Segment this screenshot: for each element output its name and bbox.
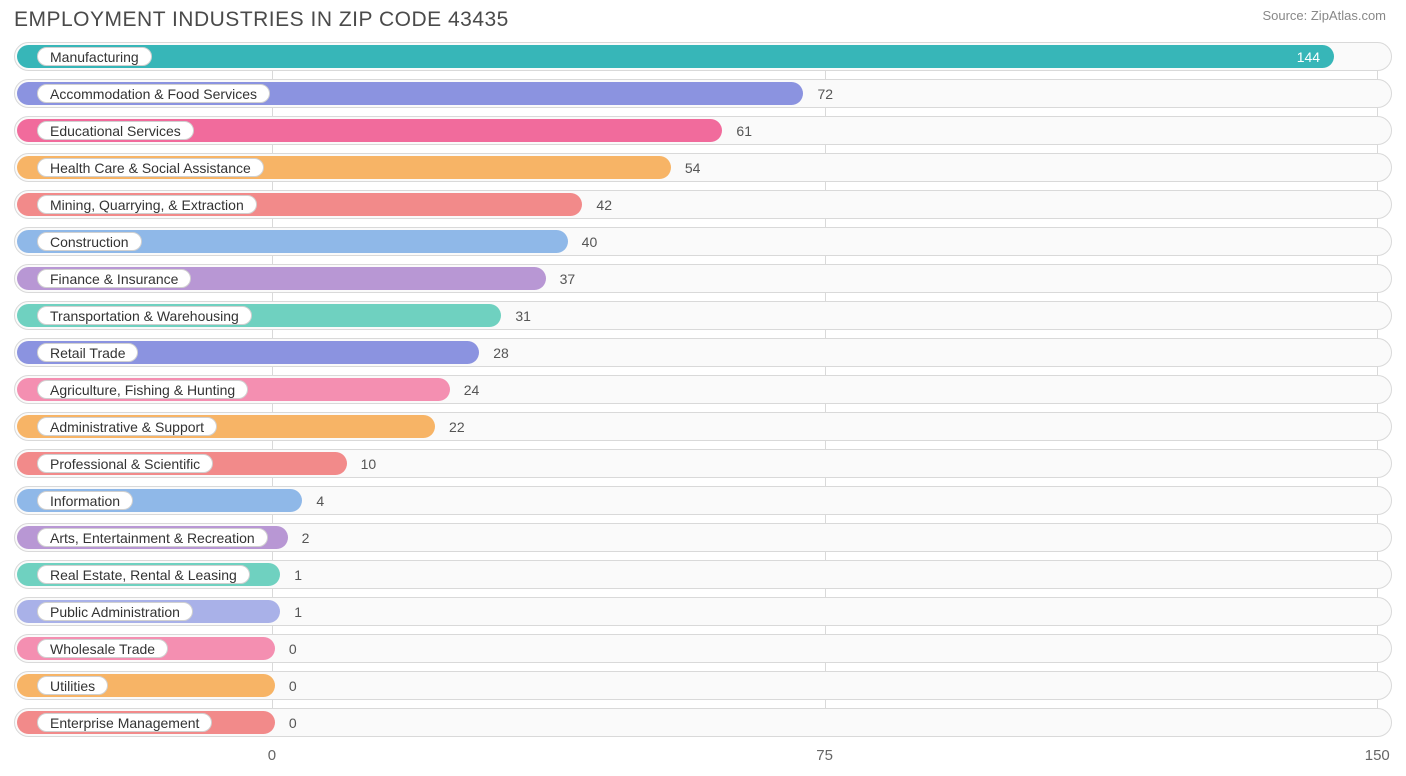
bar-label-pill: Finance & Insurance [37, 269, 191, 288]
bar-label-pill: Arts, Entertainment & Recreation [37, 528, 268, 547]
bar [17, 45, 1334, 68]
bar-label-pill: Health Care & Social Assistance [37, 158, 264, 177]
bar-label-pill: Agriculture, Fishing & Hunting [37, 380, 248, 399]
chart-rows: Manufacturing 144 Accommodation & Food Ser… [14, 42, 1392, 737]
bar-value: 37 [552, 265, 584, 292]
bar-value: 28 [485, 339, 517, 366]
bar-row: Utilities 0 [14, 671, 1392, 700]
bar-label-pill: Wholesale Trade [37, 639, 168, 658]
bar-row: Enterprise Management 0 [14, 708, 1392, 737]
bar-label-pill: Transportation & Warehousing [37, 306, 252, 325]
x-axis-tick: 0 [268, 747, 276, 764]
bar-value: 2 [294, 524, 318, 551]
bar-row: Administrative & Support 22 [14, 412, 1392, 441]
bar-value: 0 [281, 709, 305, 736]
bar-row: Construction 40 [14, 227, 1392, 256]
bar-value: 61 [728, 117, 760, 144]
bar-value: 144 [1294, 43, 1328, 70]
bar-row: Finance & Insurance 37 [14, 264, 1392, 293]
bar-label-pill: Utilities [37, 676, 108, 695]
bar-value: 1 [286, 561, 310, 588]
bar-value: 4 [308, 487, 332, 514]
bar-value: 10 [353, 450, 385, 477]
bar-row: Public Administration 1 [14, 597, 1392, 626]
bar-row: Information 4 [14, 486, 1392, 515]
bar-label-pill: Administrative & Support [37, 417, 217, 436]
bar-row: Agriculture, Fishing & Hunting 24 [14, 375, 1392, 404]
bar-row: Professional & Scientific 10 [14, 449, 1392, 478]
bar-label-pill: Information [37, 491, 133, 510]
x-axis: 0 75 150 [14, 745, 1392, 769]
x-axis-tick: 75 [816, 747, 833, 764]
bar-row: Health Care & Social Assistance 54 [14, 153, 1392, 182]
chart-title: EMPLOYMENT INDUSTRIES IN ZIP CODE 43435 [14, 8, 509, 32]
bar-label-pill: Public Administration [37, 602, 193, 621]
bar-label-pill: Mining, Quarrying, & Extraction [37, 195, 257, 214]
bar-value: 40 [574, 228, 606, 255]
bar-value: 1 [286, 598, 310, 625]
bar-value: 0 [281, 635, 305, 662]
bar-value: 31 [507, 302, 539, 329]
chart-source: Source: ZipAtlas.com [1262, 8, 1386, 23]
bar-row: Mining, Quarrying, & Extraction 42 [14, 190, 1392, 219]
bar-row: Retail Trade 28 [14, 338, 1392, 367]
bar-value: 24 [456, 376, 488, 403]
x-axis-tick: 150 [1365, 747, 1390, 764]
bar-label-pill: Manufacturing [37, 47, 152, 66]
bar-label-pill: Accommodation & Food Services [37, 84, 270, 103]
bar-row: Accommodation & Food Services 72 [14, 79, 1392, 108]
bar-value: 72 [809, 80, 841, 107]
bar-label-pill: Enterprise Management [37, 713, 212, 732]
bar-label-pill: Real Estate, Rental & Leasing [37, 565, 250, 584]
bar-row: Transportation & Warehousing 31 [14, 301, 1392, 330]
bar-label-pill: Educational Services [37, 121, 194, 140]
bar-value: 42 [588, 191, 620, 218]
bar-value: 54 [677, 154, 709, 181]
bar-label-pill: Professional & Scientific [37, 454, 213, 473]
chart-header: EMPLOYMENT INDUSTRIES IN ZIP CODE 43435 … [0, 0, 1406, 36]
bar-row: Real Estate, Rental & Leasing 1 [14, 560, 1392, 589]
bar-row: Arts, Entertainment & Recreation 2 [14, 523, 1392, 552]
bar-row: Wholesale Trade 0 [14, 634, 1392, 663]
bar-row: Educational Services 61 [14, 116, 1392, 145]
bar-value: 0 [281, 672, 305, 699]
bar-value: 22 [441, 413, 473, 440]
bar-row: Manufacturing 144 [14, 42, 1392, 71]
bar-label-pill: Construction [37, 232, 142, 251]
bar-label-pill: Retail Trade [37, 343, 138, 362]
chart-area: Manufacturing 144 Accommodation & Food Ser… [14, 42, 1392, 744]
